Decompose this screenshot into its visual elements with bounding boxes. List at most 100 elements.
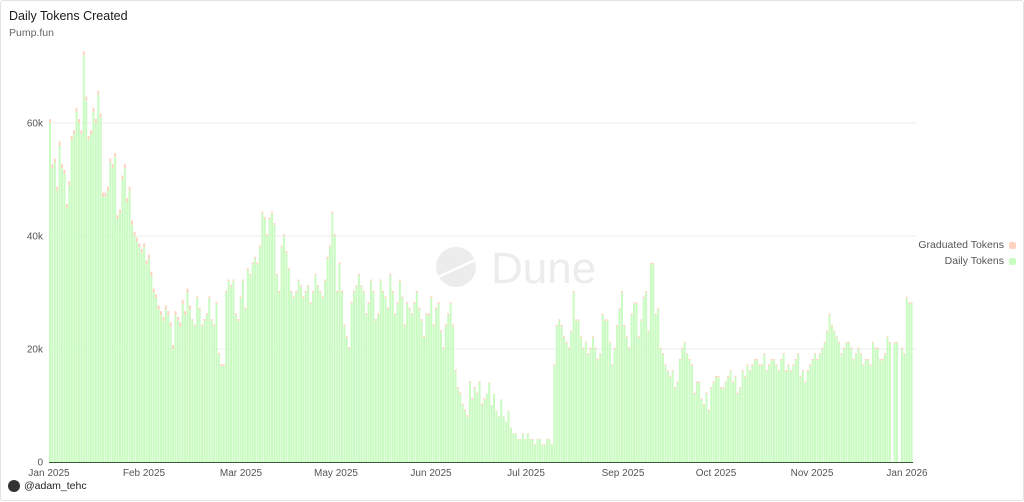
bar-graduated-tokens[interactable] bbox=[292, 296, 295, 299]
bar-daily-tokens[interactable] bbox=[234, 315, 237, 462]
bar-graduated-tokens[interactable] bbox=[850, 347, 853, 349]
bar-graduated-tokens[interactable] bbox=[864, 358, 867, 361]
bar-daily-tokens[interactable] bbox=[266, 236, 269, 462]
bar-graduated-tokens[interactable] bbox=[367, 302, 370, 304]
bar-daily-tokens[interactable] bbox=[900, 349, 903, 462]
bar-daily-tokens[interactable] bbox=[131, 224, 134, 462]
bar-graduated-tokens[interactable] bbox=[172, 345, 175, 349]
bar-graduated-tokens[interactable] bbox=[695, 381, 698, 383]
bar-graduated-tokens[interactable] bbox=[65, 203, 68, 208]
bar-graduated-tokens[interactable] bbox=[881, 358, 884, 361]
bar-daily-tokens[interactable] bbox=[382, 292, 385, 463]
bar-daily-tokens[interactable] bbox=[536, 439, 539, 462]
bar-daily-tokens[interactable] bbox=[739, 388, 742, 462]
bar-graduated-tokens[interactable] bbox=[502, 416, 505, 417]
bar-graduated-tokens[interactable] bbox=[408, 307, 411, 310]
bar-graduated-tokens[interactable] bbox=[268, 217, 271, 220]
bar-daily-tokens[interactable] bbox=[642, 298, 645, 462]
bar-daily-tokens[interactable] bbox=[794, 360, 797, 462]
bar-daily-tokens[interactable] bbox=[896, 343, 899, 462]
bar-graduated-tokens[interactable] bbox=[490, 404, 493, 406]
bar-daily-tokens[interactable] bbox=[246, 269, 249, 462]
bar-graduated-tokens[interactable] bbox=[456, 386, 459, 389]
bar-daily-tokens[interactable] bbox=[174, 315, 177, 462]
bar-graduated-tokens[interactable] bbox=[835, 336, 838, 338]
bar-graduated-tokens[interactable] bbox=[497, 416, 500, 417]
bar-daily-tokens[interactable] bbox=[734, 377, 737, 462]
bar-graduated-tokens[interactable] bbox=[787, 364, 790, 366]
bar-daily-tokens[interactable] bbox=[690, 365, 693, 462]
bar-daily-tokens[interactable] bbox=[263, 219, 266, 462]
bar-graduated-tokens[interactable] bbox=[111, 164, 114, 169]
bar-graduated-tokens[interactable] bbox=[654, 313, 657, 316]
bar-daily-tokens[interactable] bbox=[490, 405, 493, 463]
bar-daily-tokens[interactable] bbox=[649, 264, 652, 462]
bar-graduated-tokens[interactable] bbox=[133, 232, 136, 236]
bar-graduated-tokens[interactable] bbox=[104, 192, 107, 197]
bar-daily-tokens[interactable] bbox=[61, 168, 64, 462]
bar-graduated-tokens[interactable] bbox=[599, 353, 602, 355]
bar-daily-tokens[interactable] bbox=[765, 371, 768, 462]
bar-daily-tokens[interactable] bbox=[710, 388, 713, 462]
bar-graduated-tokens[interactable] bbox=[109, 158, 112, 163]
bar-graduated-tokens[interactable] bbox=[459, 392, 462, 395]
bar-daily-tokens[interactable] bbox=[888, 343, 891, 462]
bar-daily-tokens[interactable] bbox=[688, 360, 691, 462]
bar-daily-tokens[interactable] bbox=[80, 134, 83, 463]
bar-graduated-tokens[interactable] bbox=[657, 308, 660, 310]
bar-graduated-tokens[interactable] bbox=[770, 358, 773, 361]
bar-daily-tokens[interactable] bbox=[321, 298, 324, 462]
bar-graduated-tokens[interactable] bbox=[97, 90, 100, 95]
bar-daily-tokens[interactable] bbox=[592, 337, 594, 462]
bar-daily-tokens[interactable] bbox=[169, 326, 172, 462]
bar-graduated-tokens[interactable] bbox=[662, 353, 664, 355]
bar-graduated-tokens[interactable] bbox=[418, 307, 421, 310]
bar-graduated-tokens[interactable] bbox=[326, 256, 329, 259]
bar-graduated-tokens[interactable] bbox=[99, 113, 102, 118]
bar-graduated-tokens[interactable] bbox=[49, 119, 51, 123]
bar-daily-tokens[interactable] bbox=[454, 371, 457, 462]
bar-daily-tokens[interactable] bbox=[249, 275, 252, 462]
bar-daily-tokens[interactable] bbox=[587, 354, 590, 462]
bar-daily-tokens[interactable] bbox=[746, 365, 749, 462]
bar-daily-tokens[interactable] bbox=[143, 247, 146, 462]
bar-daily-tokens[interactable] bbox=[678, 360, 681, 462]
bar-graduated-tokens[interactable] bbox=[138, 243, 141, 248]
bar-graduated-tokens[interactable] bbox=[526, 433, 529, 434]
bar-daily-tokens[interactable] bbox=[355, 286, 358, 462]
bar-daily-tokens[interactable] bbox=[847, 343, 850, 462]
bar-daily-tokens[interactable] bbox=[570, 332, 573, 462]
bar-graduated-tokens[interactable] bbox=[688, 358, 691, 361]
bar-graduated-tokens[interactable] bbox=[85, 96, 88, 101]
bar-daily-tokens[interactable] bbox=[563, 337, 566, 462]
bar-daily-tokens[interactable] bbox=[331, 213, 334, 462]
bar-daily-tokens[interactable] bbox=[823, 343, 826, 462]
bar-graduated-tokens[interactable] bbox=[239, 296, 242, 299]
bar-graduated-tokens[interactable] bbox=[727, 375, 730, 378]
bar-graduated-tokens[interactable] bbox=[227, 279, 230, 282]
bar-graduated-tokens[interactable] bbox=[833, 330, 836, 333]
bar-graduated-tokens[interactable] bbox=[121, 175, 124, 180]
bar-daily-tokens[interactable] bbox=[608, 343, 611, 462]
bar-daily-tokens[interactable] bbox=[652, 264, 655, 462]
bar-graduated-tokens[interactable] bbox=[649, 262, 652, 265]
bar-graduated-tokens[interactable] bbox=[53, 158, 56, 163]
bar-daily-tokens[interactable] bbox=[821, 349, 824, 462]
bar-graduated-tokens[interactable] bbox=[471, 398, 474, 400]
bar-daily-tokens[interactable] bbox=[415, 292, 418, 463]
bar-daily-tokens[interactable] bbox=[741, 371, 744, 462]
bar-graduated-tokens[interactable] bbox=[543, 444, 546, 446]
bar-daily-tokens[interactable] bbox=[102, 196, 105, 462]
bar-graduated-tokens[interactable] bbox=[205, 313, 208, 316]
bar-daily-tokens[interactable] bbox=[775, 365, 778, 462]
bar-daily-tokens[interactable] bbox=[312, 292, 315, 463]
bar-daily-tokens[interactable] bbox=[128, 190, 131, 463]
bar-daily-tokens[interactable] bbox=[666, 371, 669, 462]
bar-daily-tokens[interactable] bbox=[903, 354, 906, 462]
bar-graduated-tokens[interactable] bbox=[577, 319, 580, 321]
bar-daily-tokens[interactable] bbox=[389, 275, 392, 462]
bar-graduated-tokens[interactable] bbox=[186, 288, 189, 293]
bar-daily-tokens[interactable] bbox=[90, 134, 92, 463]
bar-graduated-tokens[interactable] bbox=[246, 268, 249, 270]
bar-graduated-tokens[interactable] bbox=[403, 324, 406, 327]
